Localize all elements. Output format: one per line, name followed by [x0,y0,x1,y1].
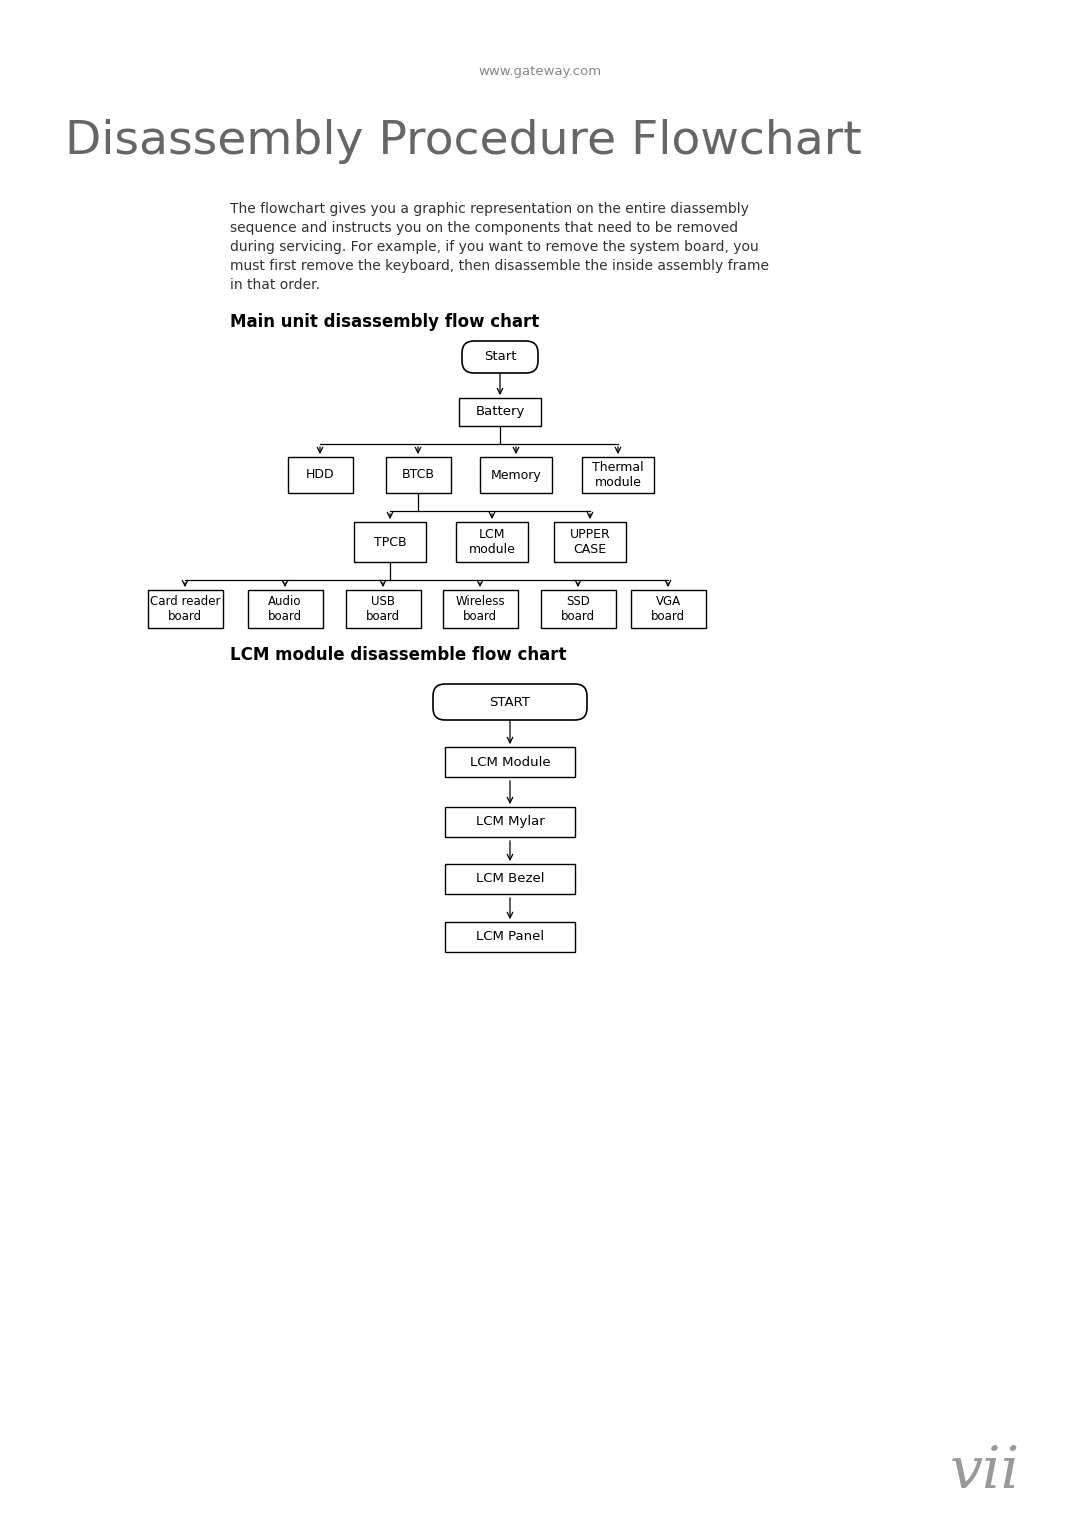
Text: START: START [489,695,530,709]
Text: Card reader
board: Card reader board [150,596,220,623]
Text: must first remove the keyboard, then disassemble the inside assembly frame: must first remove the keyboard, then dis… [230,260,769,273]
Text: LCM Mylar: LCM Mylar [475,815,544,829]
Text: vii: vii [949,1443,1020,1500]
Bar [459,399,541,426]
Text: BTCB: BTCB [402,469,434,481]
Text: in that order.: in that order. [230,278,320,292]
Bar [631,589,705,628]
Text: LCM module disassemble flow chart: LCM module disassemble flow chart [230,646,567,664]
Text: VGA
board: VGA board [651,596,685,623]
Text: UPPER
CASE: UPPER CASE [569,528,610,556]
Text: SSD
board: SSD board [561,596,595,623]
Bar [456,522,528,562]
Text: HDD: HDD [306,469,335,481]
Text: Memory: Memory [490,469,541,481]
Text: LCM Bezel: LCM Bezel [476,872,544,886]
Text: USB
board: USB board [366,596,400,623]
Bar [346,589,420,628]
Text: Battery: Battery [475,406,525,418]
Text: Audio
board: Audio board [268,596,302,623]
Bar [554,522,626,562]
Bar [247,589,323,628]
Bar [443,589,517,628]
FancyBboxPatch shape [433,684,588,721]
Text: The flowchart gives you a graphic representation on the entire diassembly: The flowchart gives you a graphic repres… [230,202,748,215]
Text: www.gateway.com: www.gateway.com [478,66,602,78]
Bar [445,922,575,951]
Text: LCM
module: LCM module [469,528,515,556]
Bar [148,589,222,628]
Text: Disassembly Procedure Flowchart: Disassembly Procedure Flowchart [65,119,862,165]
Bar [480,457,552,493]
Text: Main unit disassembly flow chart: Main unit disassembly flow chart [230,313,539,331]
Bar [445,747,575,777]
Text: Thermal
module: Thermal module [592,461,644,489]
Bar [540,589,616,628]
Text: TPCB: TPCB [374,536,406,548]
Text: LCM Panel: LCM Panel [476,930,544,944]
Text: Wireless
board: Wireless board [455,596,504,623]
Text: sequence and instructs you on the components that need to be removed: sequence and instructs you on the compon… [230,221,738,235]
Text: LCM Module: LCM Module [470,756,551,768]
Bar [445,864,575,893]
Bar [386,457,450,493]
Bar [354,522,426,562]
Bar [582,457,654,493]
Text: during servicing. For example, if you want to remove the system board, you: during servicing. For example, if you wa… [230,240,759,253]
Text: Start: Start [484,351,516,363]
Bar [445,806,575,837]
Bar [287,457,352,493]
FancyBboxPatch shape [462,341,538,373]
